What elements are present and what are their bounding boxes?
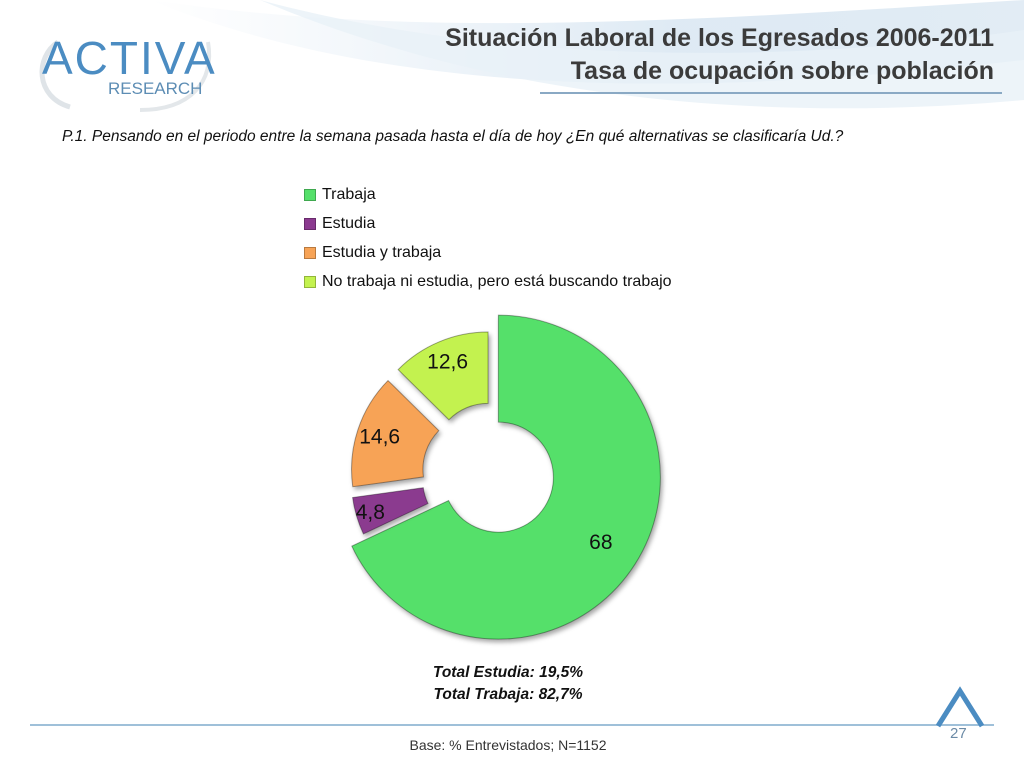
legend-item: Estudia xyxy=(304,209,672,238)
data-label: 14,6 xyxy=(359,426,400,449)
title-divider xyxy=(540,92,1002,94)
survey-question: P.1. Pensando en el periodo entre la sem… xyxy=(62,128,844,145)
donut-slice xyxy=(352,487,429,535)
legend-label: Estudia y trabaja xyxy=(322,243,442,261)
legend-label: No trabaja ni estudia, pero está buscand… xyxy=(322,272,672,290)
legend-swatch xyxy=(304,246,316,259)
chart-legend: Trabaja Estudia Estudia y trabaja No trabaj… xyxy=(304,180,672,296)
legend-item: No trabaja ni estudia, pero está buscand… xyxy=(304,267,672,296)
activa-research-logo: ACTIVA RESEARCH xyxy=(39,32,217,112)
legend-label: Estudia xyxy=(322,214,376,232)
legend-item: Trabaja xyxy=(304,180,672,209)
legend-label: Trabaja xyxy=(322,185,376,203)
legend-swatch xyxy=(304,188,316,201)
title-line-1: Situación Laboral de los Egresados 2006-… xyxy=(445,24,994,52)
donut-slice xyxy=(351,314,661,640)
totals-summary: Total Estudia: 19,5% Total Trabaja: 82,7… xyxy=(300,662,716,706)
footer-logo-mark xyxy=(935,686,985,728)
base-note: Base: % Entrevistados; N=1152 xyxy=(409,737,607,753)
legend-swatch xyxy=(304,217,316,230)
total-trabaja: Total Trabaja: 82,7% xyxy=(433,686,583,703)
total-estudia: Total Estudia: 19,5% xyxy=(432,664,584,681)
data-label: 4,8 xyxy=(356,501,385,524)
legend-item: Estudia y trabaja xyxy=(304,238,672,267)
footer-divider xyxy=(30,724,994,726)
logo-wordmark: ACTIVA xyxy=(42,32,217,84)
title-line-2: Tasa de ocupación sobre población xyxy=(570,57,994,85)
logo-subtext: RESEARCH xyxy=(108,79,202,98)
slide-title: Situación Laboral de los Egresados 2006-… xyxy=(445,22,994,88)
donut-slice xyxy=(397,331,489,421)
data-label: 68 xyxy=(589,531,612,554)
data-label: 12,6 xyxy=(427,351,468,374)
page-number: 27 xyxy=(950,725,967,742)
legend-swatch xyxy=(304,275,316,288)
donut-slice xyxy=(351,379,440,488)
